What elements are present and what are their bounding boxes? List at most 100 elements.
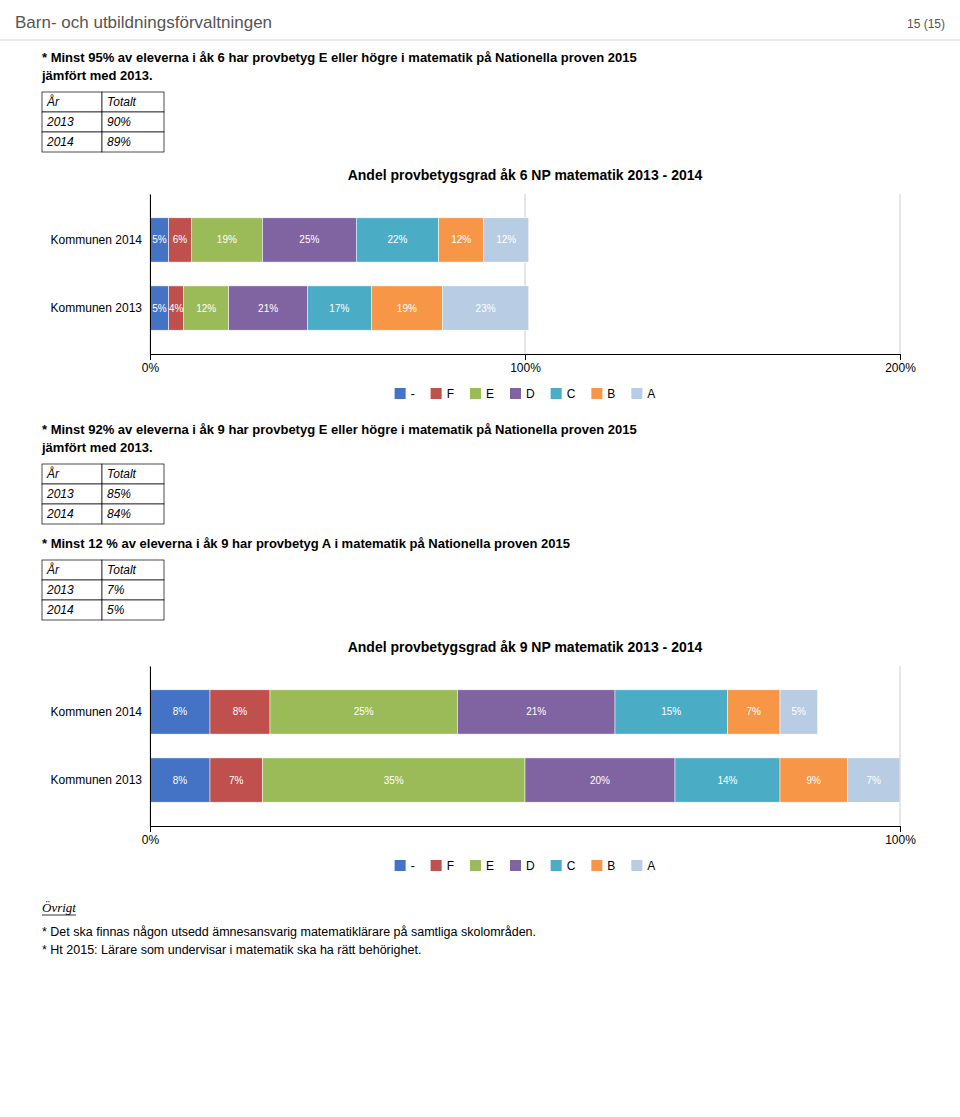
bar-segment [728,690,781,734]
table-cell [102,560,164,580]
legend: -FEDCBA [395,859,656,873]
data-label: 14% [717,775,737,786]
bar-segment [525,758,675,802]
legend-label: D [526,859,535,873]
table-text: 89% [107,135,131,149]
data-label: 12% [196,303,216,314]
legend-item: F [431,387,454,401]
data-label: 8% [173,706,188,717]
legend-item: A [631,387,655,401]
table: ÅrTotalt201385%201484% [42,464,164,524]
table-text: 2014 [46,135,74,149]
bar-segment [184,286,229,330]
page-title: Barn- och utbildningsförvaltningen [15,13,272,32]
data-label: 21% [526,706,546,717]
table-text: Totalt [107,467,137,481]
table-cell [42,504,102,524]
legend-swatch [395,860,406,871]
x-tick-mark [150,354,151,360]
table-cell [42,132,102,152]
x-tick-mark [900,354,901,360]
bar-segment [780,758,848,802]
x-tick: 0% [142,826,160,847]
bar-segment [356,218,439,262]
data-label: 8% [173,775,188,786]
bar-segment [308,286,372,330]
table-cell [42,580,102,600]
data-label: 5% [152,234,167,245]
legend-label: E [486,387,494,401]
legend-label: A [647,859,655,873]
data-labels: 8%8%8%7%25%35%21%20%15%14%7%9%5%7% [173,706,881,785]
data-label: 22% [387,234,407,245]
table-text: 5% [107,603,125,617]
y-tick: Kommunen 2013 [51,773,150,787]
legend-swatch [591,860,602,871]
table-text: 84% [107,507,131,521]
table-cell [42,560,102,580]
legend: -FEDCBA [395,387,656,401]
data-label: 7% [747,706,762,717]
page: Barn- och utbildningsförvaltningen 15 (15… [0,0,960,1117]
legend-swatch [431,388,442,399]
chart-title: Andel provbetygsgrad åk 9 NP matematik 2… [348,639,703,655]
y-tick-label: Kommunen 2014 [51,233,143,247]
legend-item: A [631,859,655,873]
bar-segment [150,690,210,734]
table-cell [102,504,164,524]
chart-title: Andel provbetygsgrad åk 6 NP matematik 2… [348,167,703,183]
x-tick: 100% [885,826,916,847]
data-label: 20% [590,775,610,786]
y-axis-line [150,195,151,355]
table-text: År [46,562,60,577]
section-heading: * Minst 12 % av eleverna i åk 9 har prov… [42,536,570,551]
page-number: 15 (15) [907,17,945,31]
table-text: 2014 [46,507,74,521]
bar-segment [229,286,308,330]
table-cell [42,112,102,132]
x-tick: 100% [510,354,541,375]
bar-segment [263,218,357,262]
ovrigt-line: * Det ska finnas någon utsedd ämnesansva… [42,925,536,939]
bar-segment [443,286,529,330]
bars [150,218,529,330]
x-tick-label: 0% [142,833,160,847]
table-cell [102,132,164,152]
x-axis: 0%100%200% [142,354,916,375]
table-text: 2013 [46,583,74,597]
legend-item: E [470,387,494,401]
bar-segment [439,218,484,262]
data-label: 17% [329,303,349,314]
legend-item: B [591,859,615,873]
data-label: 23% [476,303,496,314]
table-text: Totalt [107,95,137,109]
y-axis: Kommunen 2014Kommunen 2013 [51,195,151,355]
data-label: 25% [299,234,319,245]
x-tick-mark [150,826,151,832]
y-tick: Kommunen 2014 [51,233,150,247]
legend-swatch [631,388,642,399]
bar-segment [210,758,263,802]
section-heading: jämfört med 2013. [41,68,153,83]
y-axis-line [150,667,151,827]
x-tick-label: 100% [885,833,916,847]
legend-label: F [447,859,454,873]
legend-item: C [551,859,576,873]
x-tick: 0% [142,354,160,375]
legend-item: D [510,859,535,873]
legend-label: - [411,387,415,401]
ovrigt-underline [42,915,76,916]
legend-label: E [486,859,494,873]
section-heading: jämfört med 2013. [41,440,153,455]
legend-item: F [431,859,454,873]
ovrigt-heading: Övrigt [42,900,76,915]
grid [150,666,900,826]
data-label: 8% [233,706,248,717]
table-text: 7% [107,583,125,597]
data-label: 35% [384,775,404,786]
legend-swatch [631,860,642,871]
legend-item: E [470,859,494,873]
table-cell [102,600,164,620]
bar-segment [371,286,442,330]
table-cell [102,464,164,484]
